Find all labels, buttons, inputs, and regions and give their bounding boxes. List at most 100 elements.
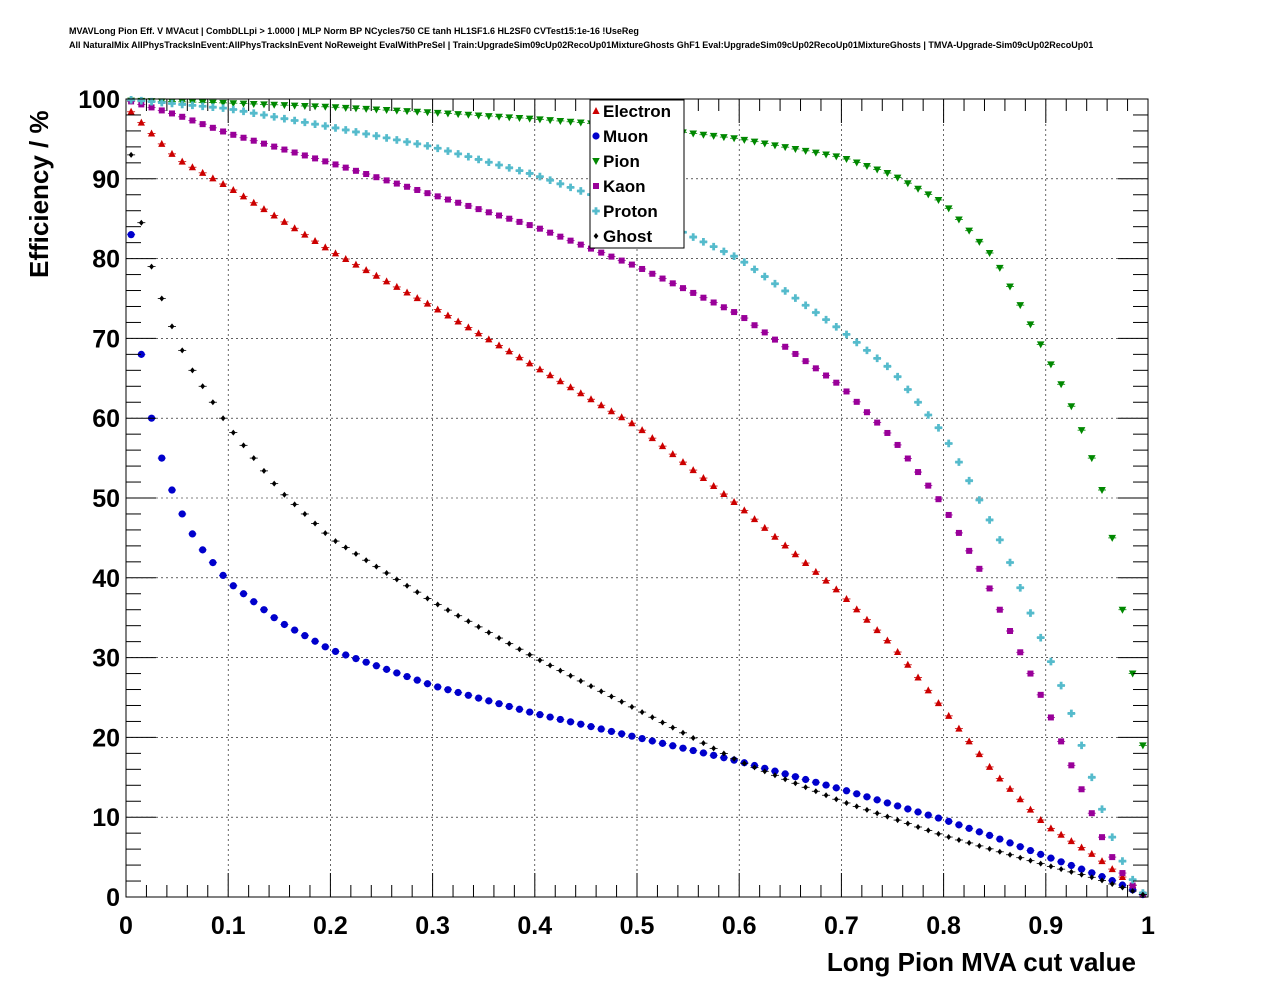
data-point-pion	[444, 110, 452, 118]
data-point-kaon	[812, 365, 819, 372]
data-point-kaon	[424, 190, 431, 197]
data-point-muon	[853, 790, 861, 798]
data-point-muon	[464, 691, 472, 699]
data-point-electron	[730, 497, 738, 505]
data-point-ghost	[619, 698, 625, 705]
data-point-kaon	[352, 167, 359, 174]
data-point-electron	[209, 174, 217, 182]
data-point-ghost	[169, 323, 175, 330]
data-point-muon	[1006, 839, 1014, 847]
data-point-proton	[168, 99, 176, 108]
data-point-ghost	[445, 607, 451, 614]
data-point-ghost	[854, 803, 860, 810]
data-point-kaon	[199, 121, 206, 128]
data-point-kaon	[393, 180, 400, 187]
data-point-pion	[229, 100, 238, 108]
data-point-muon	[1037, 850, 1045, 858]
data-point-electron	[464, 323, 472, 331]
data-point-electron	[536, 365, 544, 373]
data-point-proton	[934, 423, 943, 432]
data-point-kaon	[414, 186, 421, 193]
data-point-ghost	[1028, 857, 1033, 864]
data-point-pion	[566, 118, 575, 126]
data-point-electron	[260, 205, 268, 213]
data-point-pion	[801, 147, 810, 155]
data-point-pion	[1036, 341, 1045, 349]
data-point-proton	[423, 142, 432, 150]
data-point-electron	[556, 377, 564, 385]
data-point-proton	[873, 354, 881, 363]
data-point-ghost	[465, 618, 471, 625]
data-point-proton	[812, 308, 820, 317]
data-point-kaon	[935, 496, 942, 503]
data-point-kaon	[863, 409, 870, 416]
data-point-proton	[1067, 709, 1076, 718]
data-point-ghost	[1079, 871, 1084, 878]
data-point-electron	[863, 615, 871, 623]
data-point-pion	[403, 108, 411, 116]
data-point-pion	[209, 99, 217, 107]
data-point-proton	[1108, 833, 1117, 841]
data-point-electron	[1067, 837, 1075, 845]
data-point-muon	[1088, 869, 1096, 877]
data-point-electron	[853, 605, 861, 613]
data-point-ghost	[813, 788, 819, 795]
data-point-electron	[607, 407, 616, 415]
data-point-muon	[566, 718, 575, 726]
data-point-electron	[669, 450, 677, 458]
data-point-ghost	[343, 544, 349, 551]
legend-label-pion: Pion	[603, 152, 640, 171]
data-point-ghost	[149, 263, 154, 270]
data-point-kaon	[833, 379, 840, 386]
data-point-proton	[1098, 805, 1106, 814]
data-point-pion	[260, 101, 268, 109]
data-point-proton	[536, 172, 544, 181]
data-point-electron	[301, 230, 309, 238]
data-point-kaon	[792, 350, 799, 357]
data-point-electron	[321, 243, 329, 251]
legend-label-kaon: Kaon	[603, 177, 646, 196]
data-point-pion	[515, 114, 524, 122]
data-point-ghost	[517, 646, 522, 653]
data-point-kaon	[925, 482, 932, 489]
data-point-muon	[229, 582, 237, 590]
grid-lines	[126, 99, 1148, 897]
data-point-kaon	[945, 511, 952, 518]
data-point-muon	[1067, 861, 1075, 870]
data-point-ghost	[292, 501, 298, 508]
data-point-proton	[904, 385, 912, 394]
data-point-muon	[393, 669, 401, 677]
data-point-electron	[934, 699, 943, 707]
data-point-muon	[178, 510, 186, 518]
data-point-ghost	[261, 467, 267, 474]
data-point-electron	[383, 277, 391, 285]
data-point-pion	[975, 238, 984, 246]
data-point-pion	[709, 132, 718, 140]
data-point-muon	[812, 778, 820, 786]
data-point-proton	[985, 516, 994, 524]
data-point-proton	[791, 294, 800, 302]
data-point-pion	[842, 156, 851, 164]
data-point-pion	[301, 102, 309, 110]
data-point-muon	[515, 705, 524, 713]
data-point-muon	[301, 632, 309, 640]
data-point-electron	[311, 237, 319, 245]
data-point-proton	[1006, 558, 1014, 567]
data-point-kaon	[618, 257, 625, 264]
data-point-kaon	[1027, 670, 1034, 677]
data-point-pion	[985, 250, 994, 258]
data-point-muon	[669, 742, 677, 750]
data-point-pion	[996, 264, 1004, 272]
data-point-ghost	[1007, 851, 1013, 858]
axis-ticks	[125, 98, 1149, 898]
data-point-kaon	[639, 265, 646, 272]
data-point-muon	[577, 720, 585, 728]
data-point-kaon	[444, 196, 451, 203]
data-point-pion	[1118, 606, 1127, 614]
data-point-ghost	[823, 792, 829, 799]
data-point-pion	[893, 174, 902, 182]
data-point-pion	[1047, 361, 1055, 369]
data-point-electron	[771, 532, 779, 540]
data-point-ghost	[987, 845, 992, 852]
